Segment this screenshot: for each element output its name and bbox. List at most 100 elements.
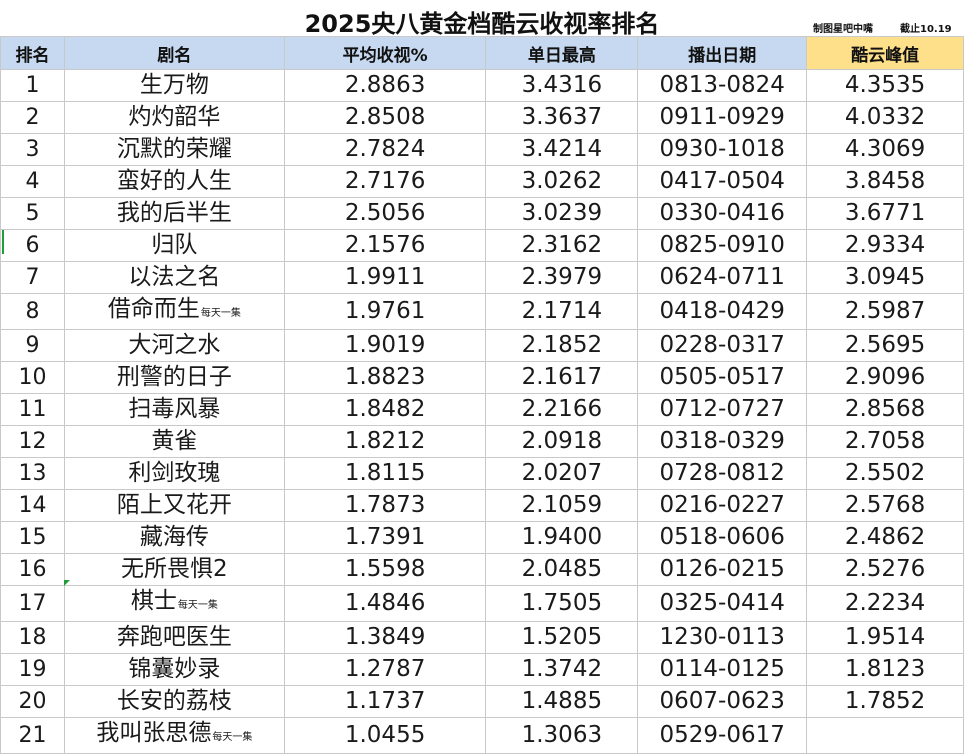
avg-cell[interactable]: 2.5056 [283, 197, 487, 230]
high-cell[interactable]: 2.1714 [485, 293, 639, 330]
peak-cell[interactable]: 4.3069 [806, 133, 964, 166]
rank-cell[interactable]: 4 [0, 165, 65, 198]
peak-cell[interactable]: 2.5768 [806, 489, 964, 522]
rank-cell[interactable]: 3 [0, 133, 65, 166]
avg-cell[interactable]: 2.8508 [283, 101, 487, 134]
rank-cell[interactable]: 12 [0, 425, 65, 458]
high-cell[interactable]: 1.7505 [485, 585, 639, 622]
rank-cell[interactable]: 13 [0, 457, 65, 490]
col-header-high[interactable]: 单日最高 [485, 36, 639, 70]
rank-cell[interactable]: 2 [0, 101, 65, 134]
peak-cell[interactable]: 2.9334 [806, 229, 964, 262]
name-cell[interactable]: 棋士每天一集 [63, 585, 285, 622]
high-cell[interactable]: 2.2166 [485, 393, 639, 426]
dates-cell[interactable]: 0930-1018 [637, 133, 808, 166]
high-cell[interactable]: 2.1617 [485, 361, 639, 394]
dates-cell[interactable]: 0607-0623 [637, 685, 808, 718]
name-cell[interactable]: 陌上又花开 [63, 489, 285, 522]
high-cell[interactable]: 2.0207 [485, 457, 639, 490]
peak-cell[interactable]: 3.8458 [806, 165, 964, 198]
dates-cell[interactable]: 0825-0910 [637, 229, 808, 262]
rank-cell[interactable]: 8 [0, 293, 65, 330]
dates-cell[interactable]: 0114-0125 [637, 653, 808, 686]
avg-cell[interactable]: 1.8823 [283, 361, 487, 394]
rank-cell[interactable]: 6 [0, 229, 65, 262]
peak-cell[interactable] [806, 717, 964, 754]
avg-cell[interactable]: 1.8212 [283, 425, 487, 458]
rank-cell[interactable]: 9 [0, 329, 65, 362]
high-cell[interactable]: 1.4885 [485, 685, 639, 718]
high-cell[interactable]: 1.3063 [485, 717, 639, 754]
rank-cell[interactable]: 19 [0, 653, 65, 686]
name-cell[interactable]: 藏海传 [63, 521, 285, 554]
avg-cell[interactable]: 1.9019 [283, 329, 487, 362]
dates-cell[interactable]: 0624-0711 [637, 261, 808, 294]
name-cell[interactable]: 大河之水 [63, 329, 285, 362]
peak-cell[interactable]: 2.8568 [806, 393, 964, 426]
high-cell[interactable]: 3.0262 [485, 165, 639, 198]
peak-cell[interactable]: 2.5987 [806, 293, 964, 330]
avg-cell[interactable]: 1.8482 [283, 393, 487, 426]
rank-cell[interactable]: 14 [0, 489, 65, 522]
dates-cell[interactable]: 0911-0929 [637, 101, 808, 134]
name-cell[interactable]: 借命而生每天一集 [63, 293, 285, 330]
avg-cell[interactable]: 1.2787 [283, 653, 487, 686]
avg-cell[interactable]: 1.8115 [283, 457, 487, 490]
col-header-rank[interactable]: 排名 [0, 36, 65, 70]
high-cell[interactable]: 3.0239 [485, 197, 639, 230]
dates-cell[interactable]: 1230-0113 [637, 621, 808, 654]
avg-cell[interactable]: 1.9911 [283, 261, 487, 294]
name-cell[interactable]: 我叫张思德每天一集 [63, 717, 285, 754]
rank-cell[interactable]: 17 [0, 585, 65, 622]
high-cell[interactable]: 1.3742 [485, 653, 639, 686]
rank-cell[interactable]: 21 [0, 717, 65, 754]
rank-cell[interactable]: 10 [0, 361, 65, 394]
name-cell[interactable]: 沉默的荣耀 [63, 133, 285, 166]
rank-cell[interactable]: 20 [0, 685, 65, 718]
name-cell[interactable]: 长安的荔枝 [63, 685, 285, 718]
col-header-avg[interactable]: 平均收视% [283, 36, 487, 70]
dates-cell[interactable]: 0325-0414 [637, 585, 808, 622]
peak-cell[interactable]: 3.0945 [806, 261, 964, 294]
peak-cell[interactable]: 2.9096 [806, 361, 964, 394]
high-cell[interactable]: 2.0918 [485, 425, 639, 458]
avg-cell[interactable]: 1.9761 [283, 293, 487, 330]
dates-cell[interactable]: 0330-0416 [637, 197, 808, 230]
name-cell[interactable]: 以法之名 [63, 261, 285, 294]
name-cell[interactable]: 锦囊妙录 [63, 653, 285, 686]
rank-cell[interactable]: 11 [0, 393, 65, 426]
name-cell[interactable]: 归队 [63, 229, 285, 262]
name-cell[interactable]: 蛮好的人生 [63, 165, 285, 198]
dates-cell[interactable]: 0728-0812 [637, 457, 808, 490]
peak-cell[interactable]: 4.3535 [806, 69, 964, 102]
avg-cell[interactable]: 2.7176 [283, 165, 487, 198]
dates-cell[interactable]: 0417-0504 [637, 165, 808, 198]
peak-cell[interactable]: 3.6771 [806, 197, 964, 230]
dates-cell[interactable]: 0505-0517 [637, 361, 808, 394]
peak-cell[interactable]: 2.5695 [806, 329, 964, 362]
dates-cell[interactable]: 0712-0727 [637, 393, 808, 426]
rank-cell[interactable]: 1 [0, 69, 65, 102]
high-cell[interactable]: 3.4214 [485, 133, 639, 166]
avg-cell[interactable]: 1.1737 [283, 685, 487, 718]
peak-cell[interactable]: 2.5276 [806, 553, 964, 586]
dates-cell[interactable]: 0518-0606 [637, 521, 808, 554]
dates-cell[interactable]: 0318-0329 [637, 425, 808, 458]
high-cell[interactable]: 2.3979 [485, 261, 639, 294]
avg-cell[interactable]: 1.7873 [283, 489, 487, 522]
peak-cell[interactable]: 4.0332 [806, 101, 964, 134]
high-cell[interactable]: 3.3637 [485, 101, 639, 134]
col-header-peak[interactable]: 酷云峰值 [806, 36, 964, 70]
name-cell[interactable]: 奔跑吧医生 [63, 621, 285, 654]
high-cell[interactable]: 1.9400 [485, 521, 639, 554]
avg-cell[interactable]: 1.5598 [283, 553, 487, 586]
high-cell[interactable]: 2.3162 [485, 229, 639, 262]
peak-cell[interactable]: 2.5502 [806, 457, 964, 490]
dates-cell[interactable]: 0529-0617 [637, 717, 808, 754]
name-cell[interactable]: 扫毒风暴 [63, 393, 285, 426]
rank-cell[interactable]: 18 [0, 621, 65, 654]
dates-cell[interactable]: 0126-0215 [637, 553, 808, 586]
dates-cell[interactable]: 0813-0824 [637, 69, 808, 102]
high-cell[interactable]: 3.4316 [485, 69, 639, 102]
name-cell[interactable]: 黄雀 [63, 425, 285, 458]
